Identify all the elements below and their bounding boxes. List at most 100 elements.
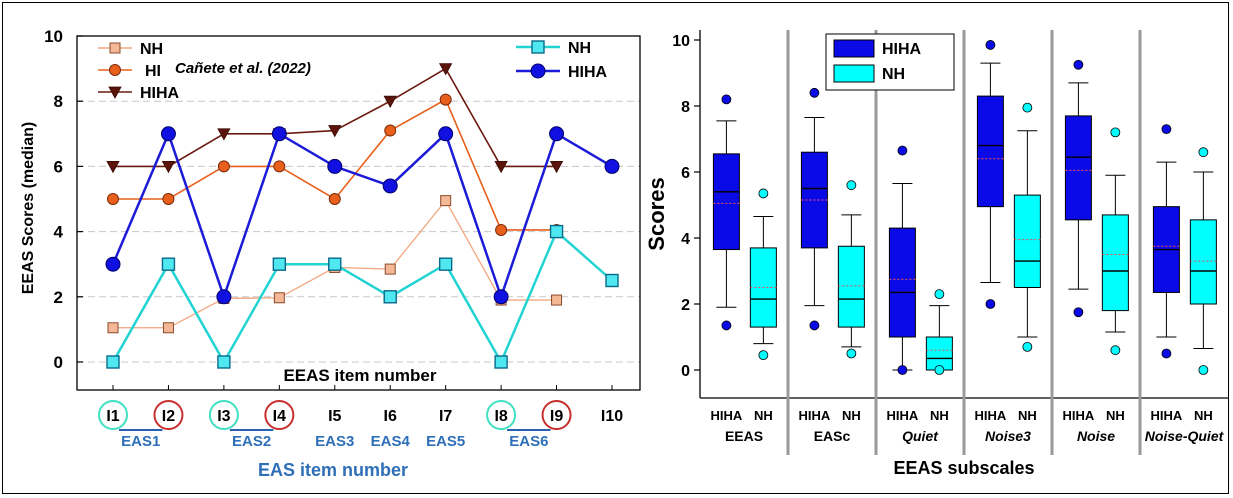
data-point <box>494 355 508 369</box>
category-label: I5 <box>328 408 341 425</box>
data-point <box>161 161 176 174</box>
group-label: Noise3 <box>985 428 1031 444</box>
y-tick-label: 4 <box>681 231 690 248</box>
data-point <box>605 273 619 288</box>
group-label: EAS2 <box>232 433 271 450</box>
data-point <box>549 161 564 174</box>
box <box>837 180 865 359</box>
item-highlight-circle <box>98 400 128 430</box>
group-label: EAS5 <box>426 433 465 450</box>
data-point <box>161 257 176 271</box>
group-label: Quiet <box>902 428 939 444</box>
data-point <box>530 63 546 79</box>
y-tick-label: 0 <box>681 363 690 380</box>
outlier-point <box>1073 307 1084 318</box>
data-point <box>328 193 341 205</box>
box-group-5: HIHA NH Noise-Quiet <box>1145 124 1225 444</box>
data-point <box>382 178 398 194</box>
group-label: EEAS <box>725 428 763 444</box>
x-axis-label: EEAS item number <box>283 366 436 385</box>
box-category-label: HIHA <box>975 408 1007 423</box>
data-point <box>162 322 174 334</box>
category-label: I10 <box>601 408 623 425</box>
data-point <box>493 289 509 305</box>
box-group-3: HIHA NH Noise3 <box>975 40 1041 444</box>
group-axis-label: EAS item number <box>258 460 408 480</box>
data-point <box>549 224 564 239</box>
legend-label: HIHA <box>568 64 608 81</box>
outlier-point <box>934 365 945 375</box>
outlier-point <box>897 145 908 156</box>
box-category-label: HIHA <box>1063 408 1095 423</box>
data-point <box>383 95 397 109</box>
outlier-point <box>1073 59 1084 70</box>
category-label: I6 <box>384 408 397 425</box>
series-4 <box>105 126 620 305</box>
box-body <box>925 336 953 371</box>
box-category-label: NH <box>1018 408 1037 423</box>
outlier-point <box>809 320 820 331</box>
legend-label: NH <box>568 40 591 57</box>
group-label: Noise <box>1077 428 1115 444</box>
group-label: EAS4 <box>371 433 411 450</box>
outlier-point <box>985 299 996 309</box>
data-point <box>384 124 397 137</box>
box-body <box>976 95 1004 208</box>
data-point <box>217 128 231 141</box>
box <box>712 94 740 331</box>
data-point <box>106 355 120 369</box>
outlier-point <box>934 289 945 300</box>
legend-label: HIHA <box>140 85 180 102</box>
item-highlight-circle <box>264 400 295 430</box>
legend-label: HI <box>145 63 161 80</box>
box <box>888 145 916 375</box>
y-tick-label: 8 <box>681 99 690 116</box>
data-point <box>328 125 342 138</box>
group-label: EAS6 <box>509 433 548 450</box>
series-line <box>111 130 613 301</box>
item-highlight-circle <box>153 400 184 430</box>
data-point <box>440 195 452 207</box>
box-group-2: HIHA NH Quiet <box>887 145 953 444</box>
outlier-point <box>897 365 908 375</box>
x-axis-label: EEAS subscales <box>893 458 1034 478</box>
data-point <box>327 158 343 174</box>
box-body <box>1013 194 1041 289</box>
data-point <box>531 40 545 54</box>
data-point <box>106 161 120 174</box>
y-axis-label: Scores <box>644 177 669 250</box>
outlier-point <box>985 40 996 50</box>
box-category-label: NH <box>842 408 861 423</box>
box <box>1013 102 1041 352</box>
data-point <box>108 86 122 99</box>
data-point <box>438 257 453 271</box>
category-label: I4 <box>273 408 286 425</box>
outlier-point <box>1161 348 1172 359</box>
data-point <box>217 355 231 369</box>
legend-label: NH <box>140 41 163 58</box>
item-highlight-circle <box>486 400 517 430</box>
y-tick-label: 2 <box>681 297 690 314</box>
outlier-point <box>1198 365 1209 375</box>
box-category-label: NH <box>754 408 773 423</box>
category-label: I2 <box>162 408 175 425</box>
series-line <box>113 67 557 168</box>
legend-swatch <box>833 64 875 83</box>
category-label: I7 <box>439 408 452 425</box>
box-category-label: HIHA <box>799 408 831 423</box>
outlier-point <box>846 180 857 191</box>
outlier-point <box>1110 127 1121 138</box>
box-group-4: HIHA NH Noise <box>1063 59 1129 444</box>
box <box>1101 127 1129 356</box>
right-box-chart: 0 2 4 6 8 10 Scores HIHA NH EEAS HIHA NH EASc HIHA NH Q… <box>644 30 1228 478</box>
data-point <box>438 126 454 142</box>
box-category-label: HIHA <box>711 408 743 423</box>
legend-swatch <box>833 39 875 58</box>
box <box>800 87 828 331</box>
y-tick-label: 10 <box>672 33 690 50</box>
group-label: EASc <box>814 428 851 444</box>
box-category-label: NH <box>930 408 949 423</box>
citation-annotation: Cañete et al. (2022) <box>175 60 311 77</box>
data-point <box>271 126 287 142</box>
data-point <box>383 290 397 304</box>
